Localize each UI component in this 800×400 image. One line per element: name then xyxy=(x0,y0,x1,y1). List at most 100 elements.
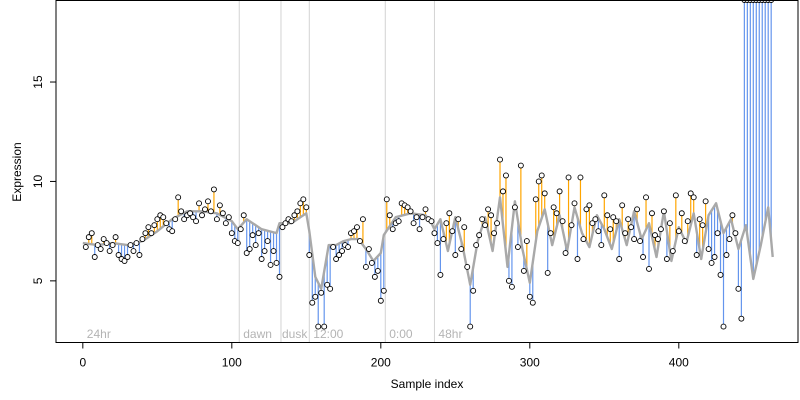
data-point xyxy=(640,254,646,260)
data-point xyxy=(595,228,602,235)
region-label: 48hr xyxy=(438,327,462,341)
data-point xyxy=(476,232,483,239)
data-point xyxy=(115,252,122,258)
data-point xyxy=(145,224,152,231)
data-point xyxy=(354,224,360,231)
data-point xyxy=(309,299,316,306)
data-point xyxy=(362,263,369,270)
data-point xyxy=(291,212,298,219)
data-point xyxy=(351,228,357,235)
data-point xyxy=(88,230,95,237)
region-layer: 24hr dawn dusk 12:00 0:00 48hr xyxy=(87,0,462,343)
data-point xyxy=(657,226,664,233)
data-point xyxy=(461,224,468,231)
data-point xyxy=(368,260,375,266)
data-point xyxy=(541,190,548,197)
y-axis-label: Expression xyxy=(10,142,24,201)
data-point xyxy=(443,220,450,227)
data-point xyxy=(249,232,256,239)
x-tick-label: 300 xyxy=(520,356,540,370)
data-point xyxy=(261,248,268,254)
data-point xyxy=(735,285,742,292)
data-point xyxy=(345,244,351,251)
data-point xyxy=(523,238,530,245)
region-label: 0:00 xyxy=(389,327,413,341)
data-point xyxy=(136,252,143,258)
data-point xyxy=(675,228,682,235)
data-point xyxy=(693,252,700,258)
data-point xyxy=(446,210,453,217)
data-point xyxy=(505,277,512,284)
data-point xyxy=(482,222,489,229)
data-point xyxy=(604,212,611,219)
data-point xyxy=(416,226,423,233)
data-point xyxy=(470,287,477,294)
data-point xyxy=(428,218,435,225)
data-point xyxy=(726,236,733,243)
data-point xyxy=(473,242,480,249)
data-point xyxy=(529,299,536,306)
data-point xyxy=(562,250,569,256)
plot-frame xyxy=(55,0,799,343)
data-point xyxy=(669,248,676,254)
data-point xyxy=(160,214,167,221)
data-point xyxy=(652,232,658,239)
data-point xyxy=(121,258,128,264)
data-point xyxy=(556,188,563,195)
data-point xyxy=(535,178,542,185)
data-point xyxy=(723,252,730,258)
data-point xyxy=(568,222,575,229)
data-point xyxy=(586,202,593,209)
x-axis-label: Sample index xyxy=(391,377,464,391)
data-point xyxy=(672,192,679,199)
data-point xyxy=(538,172,545,179)
data-point xyxy=(324,281,331,288)
data-point xyxy=(485,206,492,213)
data-point xyxy=(503,172,509,179)
data-point xyxy=(187,210,194,217)
data-point xyxy=(205,198,211,205)
data-point xyxy=(178,208,185,215)
data-point xyxy=(553,210,560,217)
data-point xyxy=(228,230,235,237)
data-point xyxy=(520,267,527,274)
data-point xyxy=(601,192,608,199)
data-point xyxy=(243,250,250,256)
data-point xyxy=(240,212,247,219)
data-point xyxy=(190,214,197,221)
data-point xyxy=(377,297,384,304)
data-point xyxy=(410,220,417,227)
data-point xyxy=(106,248,113,254)
data-point xyxy=(634,206,641,213)
data-point xyxy=(729,212,736,219)
data-point xyxy=(109,242,116,249)
data-point xyxy=(282,220,289,227)
data-point xyxy=(199,212,205,219)
data-point xyxy=(479,216,486,223)
data-point xyxy=(610,214,617,221)
data-point xyxy=(91,254,98,260)
data-point xyxy=(649,210,655,217)
data-point xyxy=(270,248,277,254)
data-point xyxy=(237,226,244,233)
data-point xyxy=(437,271,444,278)
data-point xyxy=(404,204,411,211)
data-point xyxy=(431,230,438,237)
data-point xyxy=(127,242,134,249)
data-point xyxy=(142,230,149,237)
data-point xyxy=(660,208,667,215)
data-point xyxy=(592,216,599,223)
region-label: dusk xyxy=(282,327,308,341)
data-point xyxy=(225,214,232,221)
data-point xyxy=(464,263,471,270)
data-point xyxy=(82,244,89,251)
data-point xyxy=(336,252,343,258)
data-point xyxy=(216,202,223,209)
data-point xyxy=(422,206,429,213)
data-point xyxy=(577,174,584,181)
data-point xyxy=(699,222,706,229)
data-point xyxy=(565,174,572,181)
data-point xyxy=(720,323,727,330)
data-point xyxy=(681,238,688,245)
data-point xyxy=(544,269,551,276)
